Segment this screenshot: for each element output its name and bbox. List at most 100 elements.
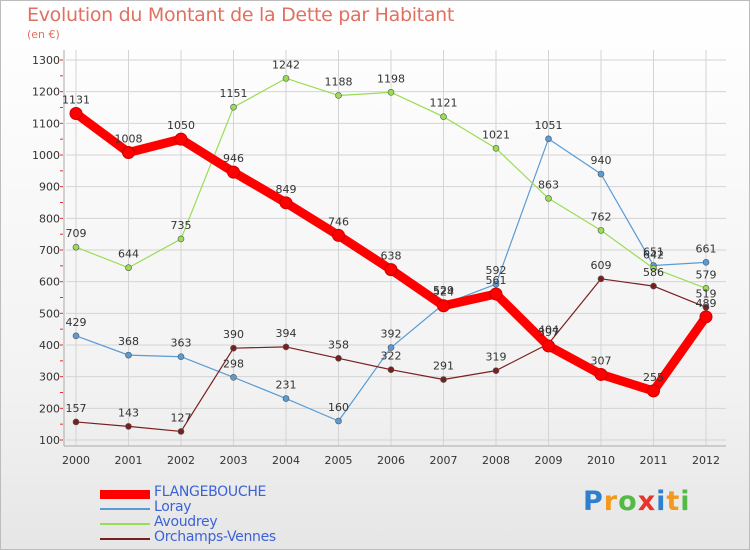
data-label: 390 — [223, 328, 244, 341]
brand-letter: i — [680, 486, 691, 517]
data-label: 255 — [643, 371, 664, 384]
data-label: 1021 — [482, 128, 510, 141]
data-label: 397 — [538, 326, 559, 339]
data-label: 160 — [328, 401, 349, 414]
data-point — [282, 75, 290, 82]
data-label: 946 — [223, 152, 244, 165]
data-point — [597, 170, 605, 178]
data-point — [125, 264, 132, 272]
data-label: 1121 — [430, 97, 458, 110]
data-label: 644 — [118, 248, 139, 261]
data-label: 1050 — [167, 119, 195, 132]
brand-letter: t — [666, 486, 681, 517]
brand-letter: x — [637, 486, 657, 517]
data-label: 863 — [538, 178, 559, 191]
data-label: 429 — [66, 316, 87, 329]
data-label: 231 — [276, 379, 297, 392]
data-label: 735 — [171, 219, 192, 232]
y-tick-label: 1200 — [32, 86, 60, 99]
data-point — [279, 196, 293, 210]
data-point — [542, 339, 555, 353]
data-point — [72, 332, 80, 340]
data-point — [335, 92, 342, 99]
x-tick-label: 2001 — [115, 454, 143, 467]
data-label: 489 — [696, 297, 717, 310]
data-point — [177, 428, 185, 435]
data-label: 1051 — [535, 119, 563, 132]
data-point — [69, 107, 83, 121]
data-point — [122, 145, 135, 159]
data-label: 940 — [591, 154, 612, 167]
x-tick-label: 2006 — [377, 454, 405, 467]
data-point — [440, 113, 447, 120]
data-point — [440, 376, 447, 383]
data-point — [125, 351, 132, 359]
data-point — [702, 259, 710, 266]
x-tick-label: 2007 — [430, 454, 458, 467]
data-point — [335, 417, 342, 425]
data-label: 368 — [118, 335, 139, 348]
data-label: 1198 — [377, 72, 405, 85]
legend-label: Orchamps-Vennes — [154, 529, 276, 545]
y-tick-label: 300 — [39, 371, 60, 384]
x-tick-label: 2012 — [692, 454, 720, 467]
data-label: 592 — [486, 264, 507, 277]
data-point — [545, 135, 552, 143]
data-label: 143 — [118, 406, 139, 419]
brand-letter: o — [618, 486, 638, 517]
data-point — [437, 299, 450, 313]
data-point — [702, 285, 710, 292]
y-tick-label: 400 — [39, 339, 60, 352]
data-label: 404 — [538, 324, 559, 337]
brand-logo: Proxiti — [583, 486, 691, 517]
data-label: 127 — [171, 411, 192, 424]
data-label: 319 — [486, 351, 507, 364]
data-label: 524 — [433, 286, 454, 299]
data-label: 1188 — [325, 75, 353, 88]
x-tick-label: 2003 — [220, 454, 248, 467]
data-label: 358 — [328, 338, 349, 351]
data-point — [282, 395, 290, 402]
y-tick-label: 700 — [39, 244, 60, 257]
data-label: 709 — [66, 227, 87, 240]
x-tick-label: 2004 — [272, 454, 300, 467]
data-label: 561 — [486, 274, 507, 287]
legend-item: Loray — [100, 499, 360, 517]
data-label: 1131 — [62, 94, 90, 107]
data-label: 394 — [276, 327, 297, 340]
data-label: 157 — [66, 402, 87, 415]
data-label: 579 — [696, 268, 717, 281]
data-label: 519 — [696, 287, 717, 300]
y-tick-label: 1000 — [32, 149, 60, 162]
brand-letter: r — [603, 486, 619, 517]
data-label: 642 — [643, 248, 664, 261]
data-point — [227, 165, 240, 179]
data-point — [647, 384, 660, 398]
data-label: 638 — [381, 250, 402, 263]
legend-swatch — [100, 508, 150, 510]
data-label: 392 — [381, 328, 402, 341]
y-tick-label: 900 — [39, 181, 60, 194]
y-tick-label: 200 — [39, 402, 60, 415]
series-lines — [69, 75, 713, 435]
data-point — [545, 195, 552, 202]
x-tick-label: 2002 — [167, 454, 195, 467]
legend-label: FLANGEBOUCHE — [154, 484, 267, 500]
chart-title: Evolution du Montant de la Dette par Hab… — [27, 4, 455, 26]
data-label: 762 — [591, 210, 612, 223]
data-point — [282, 343, 290, 351]
legend-swatch — [100, 489, 150, 499]
x-tick-label: 2011 — [640, 454, 668, 467]
data-label: 1242 — [272, 58, 300, 71]
brand-letter: P — [583, 486, 604, 517]
chart-subtitle: (en €) — [27, 28, 60, 41]
data-point — [384, 263, 398, 277]
data-point — [387, 366, 395, 374]
data-point — [387, 89, 395, 96]
data-point — [597, 227, 605, 234]
data-point — [492, 367, 500, 374]
data-label: 849 — [276, 183, 297, 196]
data-point — [597, 275, 605, 283]
data-point — [125, 423, 132, 430]
data-label: 609 — [591, 259, 612, 272]
